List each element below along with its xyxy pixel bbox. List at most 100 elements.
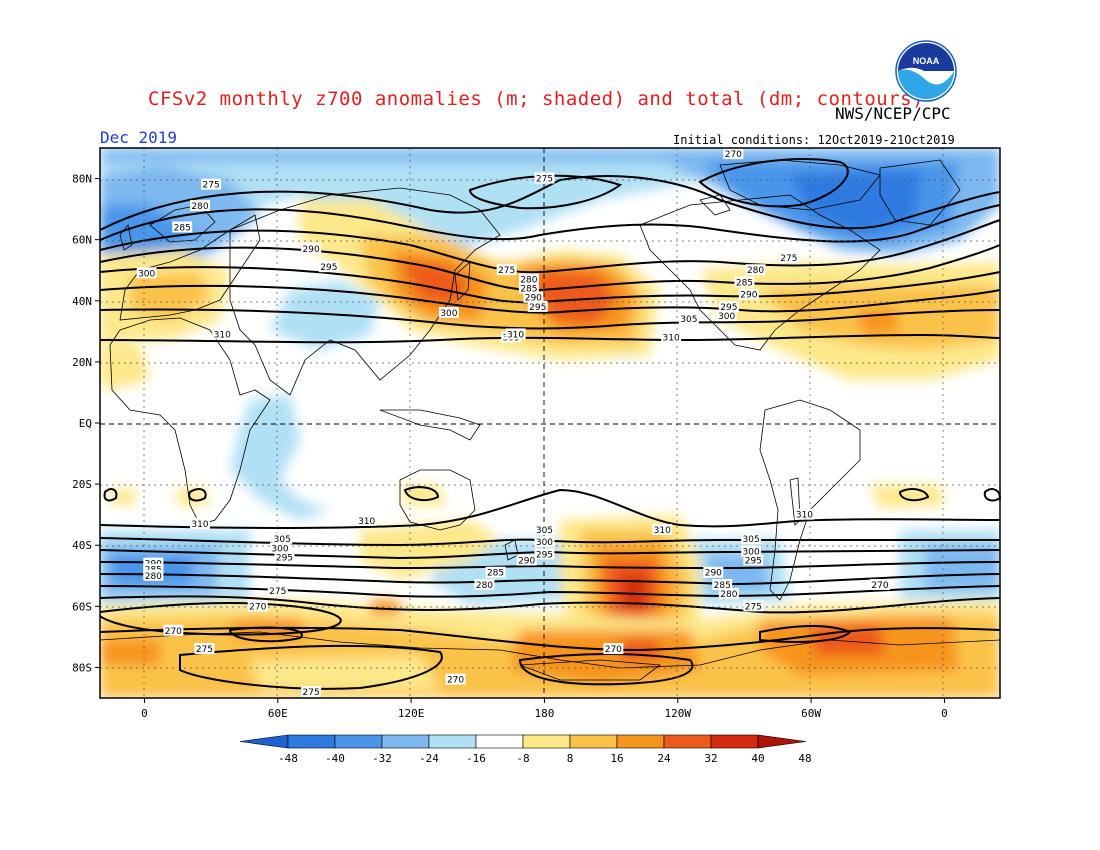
longitude-labels: 0 60E 120E 180 120W 60W 0 [141, 698, 948, 720]
map-title: CFSv2 monthly z700 anomalies (m; shaded)… [148, 88, 925, 110]
contour-label: 290 [740, 291, 757, 301]
lon-label: 0 [941, 707, 948, 720]
contour-label-bg [136, 267, 157, 279]
contour-label: 290 [525, 294, 542, 304]
colorbar-tick-label: 40 [751, 752, 764, 765]
forecast-month: Dec 2019 [100, 128, 178, 147]
contour-label: 300 [271, 544, 288, 554]
contour-label-bg [518, 273, 539, 285]
lon-label: 120W [665, 707, 692, 720]
contour-label: 310 [358, 517, 375, 527]
contour-label: 295 [320, 263, 337, 273]
contour-label-bg [778, 252, 799, 263]
colorbar-arrow-low [239, 734, 289, 749]
contour-label-bg [743, 554, 764, 566]
contour-label-bg [212, 328, 233, 340]
colorbar-box [428, 734, 477, 749]
contour-label: 310 [214, 330, 231, 340]
contour-label: 310 [507, 330, 524, 340]
contour-label: 280 [520, 275, 537, 285]
lat-label: 60N [72, 234, 92, 247]
contour-label-bg [661, 331, 682, 343]
lat-label: 20N [72, 356, 92, 369]
contour-label: 285 [487, 569, 504, 579]
contour-label-bg [703, 566, 724, 578]
contour-label: 310 [191, 520, 208, 530]
contour-label-bg [445, 673, 466, 685]
lat-label: EQ [79, 417, 92, 430]
noaa-logo-text: NOAA [913, 56, 940, 66]
contour-label: 285 [174, 223, 191, 233]
contour-label-bg [716, 310, 737, 322]
colorbar-tick-label: 32 [704, 752, 717, 765]
contour-label-bg [267, 585, 288, 597]
contour-label-bg [718, 588, 739, 600]
contour-label-bg [505, 328, 526, 340]
colorbar-tick-label: 48 [798, 752, 811, 765]
contour-label-bg [527, 300, 548, 312]
contour-label-bg [438, 307, 459, 318]
contour-label-bg [603, 643, 624, 655]
contour-label: 275 [536, 175, 553, 185]
colorbar-box [334, 734, 383, 749]
contour-label: 300 [138, 269, 155, 279]
contour-label-bg [738, 288, 759, 300]
contour-label: 275 [269, 587, 286, 597]
contour-label-bg [190, 517, 210, 529]
contour-label-bg [274, 551, 295, 563]
lon-label: 60W [801, 707, 821, 720]
contour-label-bg [534, 548, 555, 560]
colorbar-box [569, 734, 618, 749]
anomaly-shading [100, 148, 1000, 698]
contour-label: 305 [536, 526, 553, 536]
contour-label-bg [201, 178, 222, 190]
contour-label-bg [534, 523, 555, 535]
colorbar-tick-label: -48 [278, 752, 298, 765]
colorbar-tick-label: -24 [419, 752, 439, 765]
contour-label: 300 [718, 312, 735, 322]
colorbar-tick-label: -8 [516, 752, 529, 765]
contour-label: 275 [745, 602, 762, 612]
contour-label-bg [485, 566, 506, 578]
contour-label: 305 [680, 315, 697, 325]
contour-label-bg [190, 200, 210, 212]
contour-label: 280 [476, 581, 493, 591]
contour-label: 310 [654, 526, 671, 536]
lon-label: 60E [268, 707, 288, 720]
contour-label: 280 [145, 572, 162, 582]
contour-label: 280 [720, 590, 737, 600]
contour-label: 270 [605, 645, 622, 655]
lat-label: 40S [72, 539, 92, 552]
lat-label: 40N [72, 295, 92, 308]
lat-label: 60S [72, 600, 92, 613]
colorbar-box [381, 734, 430, 749]
contour-label: 270 [447, 676, 464, 686]
contour-label-bg [356, 514, 377, 526]
colorbar-tick-label: 8 [567, 752, 574, 765]
contour-label: 295 [529, 303, 546, 313]
contour-label: 275 [196, 645, 213, 655]
lon-label: 180 [535, 707, 555, 720]
contour-label: 270 [249, 602, 266, 612]
contour-label: 290 [303, 245, 320, 255]
colorbar-arrow-high [757, 734, 807, 749]
contour-label-bg [301, 685, 322, 697]
contour-label-bg [745, 264, 766, 276]
contour-label: 285 [520, 285, 537, 295]
colorbar-box [522, 734, 571, 749]
contour-label: 290 [705, 569, 722, 579]
contour-label: 310 [796, 511, 813, 521]
contour-label-bg [794, 508, 815, 520]
contour-label: 275 [303, 688, 320, 698]
lat-label: 80S [72, 661, 92, 674]
colorbar: -48 -40 -32 -24 -16 -8 8 16 24 32 40 48 [239, 734, 812, 765]
contour-label-bg [523, 291, 544, 303]
contour-label-bg [301, 242, 322, 254]
contour-label: 280 [191, 202, 208, 212]
colorbar-tick-label: -40 [325, 752, 345, 765]
contour-label-bg [143, 557, 164, 569]
contour-label: 270 [725, 150, 742, 160]
contour-label: 310 [663, 333, 680, 343]
contour-label-bg [247, 600, 268, 612]
